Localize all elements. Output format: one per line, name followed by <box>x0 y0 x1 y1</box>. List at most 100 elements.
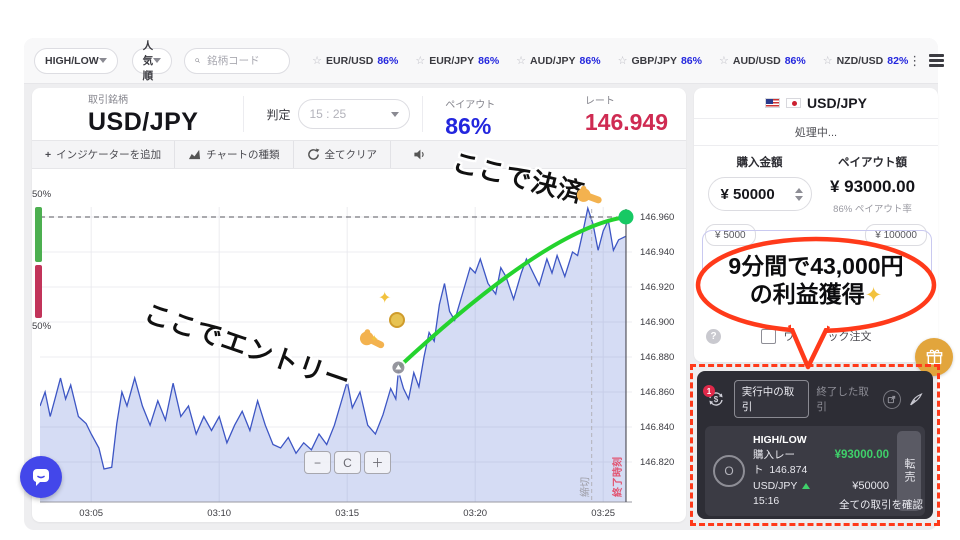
pair-item[interactable]: ☆ GBP/JPY 86% <box>617 54 702 68</box>
trades-header: 1 $ 実行中の取引 終了した取引 <box>697 371 933 424</box>
pair-payout: 86% <box>784 54 806 67</box>
svg-text:終了時刻: 終了時刻 <box>611 457 624 497</box>
chart-zoom-controls: − C ＋ <box>304 451 391 474</box>
step-up-icon[interactable] <box>794 187 803 193</box>
chat-bubble-icon <box>33 469 49 486</box>
chevron-down-icon <box>391 111 400 117</box>
sync-dollar-icon: $ <box>709 392 723 406</box>
star-icon[interactable]: ☆ <box>415 55 426 67</box>
one-click-checkbox[interactable] <box>760 328 776 344</box>
trade-count-badge: 1 <box>703 385 715 397</box>
star-icon[interactable]: ☆ <box>822 55 833 67</box>
pair-payout: 86% <box>377 54 399 67</box>
purchase-buttons-area[interactable] <box>702 230 932 294</box>
svg-text:$: $ <box>714 395 719 404</box>
order-form: 購入金額 ¥ 50000 ペイアウト額 ¥ 93000.00 86% ペイアウト… <box>694 146 938 294</box>
tab-finished-trades[interactable]: 終了した取引 <box>816 386 869 413</box>
payout-label: ペイアウト <box>445 100 496 111</box>
star-icon[interactable]: ☆ <box>312 55 323 67</box>
chat-button[interactable] <box>20 456 62 498</box>
search-input[interactable] <box>205 53 280 68</box>
trade-type-dropdown[interactable]: HIGH/LOW <box>34 47 118 74</box>
sound-toggle[interactable] <box>391 141 448 168</box>
chevron-down-icon <box>98 58 107 63</box>
pair-item[interactable]: ☆ NZD/USD 82% <box>822 54 909 68</box>
judge-block: 判定 15 : 25 <box>243 96 422 132</box>
svg-text:146.900: 146.900 <box>640 317 674 328</box>
svg-text:146.960: 146.960 <box>640 212 674 223</box>
svg-text:締切: 締切 <box>579 477 592 497</box>
trade-status-ring: O <box>713 455 745 488</box>
gift-icon <box>926 349 942 364</box>
sort-label: 人気順 <box>142 40 154 82</box>
pair-name: AUD/JPY <box>530 54 576 67</box>
refresh-icon <box>307 148 319 160</box>
pair-name: EUR/USD <box>326 54 374 67</box>
trades-sync[interactable]: 1 $ <box>703 385 727 409</box>
star-icon[interactable]: ☆ <box>617 55 628 67</box>
price-chart[interactable]: 締切 終了時刻 146.960 146.940 146.920 146.900 146.88… <box>40 187 688 522</box>
svg-text:146.840: 146.840 <box>640 422 674 433</box>
one-click-label: ワンクリック注文 <box>783 331 872 343</box>
view-all-trades-link[interactable]: 全ての取引を確認 <box>839 499 923 511</box>
judge-time-value: 15 : 25 <box>309 107 347 121</box>
svg-text:03:20: 03:20 <box>463 508 487 519</box>
tab-active-trades[interactable]: 実行中の取引 <box>733 380 810 418</box>
more-options-icon[interactable]: ⋮ <box>908 52 922 68</box>
payout-rate: 86% ペイアウト率 <box>833 204 912 215</box>
active-trades-panel: 1 $ 実行中の取引 終了した取引 <box>697 371 933 519</box>
add-indicator-label: インジケーターを追加 <box>56 149 162 161</box>
coin-icon <box>389 312 405 328</box>
plus-icon: + <box>45 148 52 161</box>
add-indicator-button[interactable]: + インジケーターを追加 <box>32 141 176 168</box>
judge-time-dropdown[interactable]: 15 : 25 <box>298 99 411 129</box>
help-icon[interactable]: ? <box>706 328 721 344</box>
gift-button[interactable] <box>915 338 953 376</box>
open-external-icon[interactable] <box>882 389 901 409</box>
trade-row[interactable]: O HIGH/LOW 購入レート 146.874 USD/JPY 15:16 ¥… <box>705 426 925 517</box>
chart-toolbar: + インジケーターを追加 チャートの種類 全てクリア <box>32 140 686 169</box>
speaker-icon <box>414 149 424 160</box>
chart-type-button[interactable]: チャートの種類 <box>175 141 294 168</box>
area-chart-icon <box>189 149 201 160</box>
pair-payout: 82% <box>887 54 909 67</box>
star-icon[interactable]: ☆ <box>516 55 527 67</box>
sort-dropdown[interactable]: 人気順 <box>131 40 173 82</box>
symbol-search[interactable] <box>184 47 291 74</box>
favorite-pairs-list: ☆ EUR/USD 86% ☆ EUR/JPY 86% ☆ AUD/JPY 86% ☆ GBP… <box>312 54 909 68</box>
pair-item[interactable]: ☆ AUD/JPY 86% <box>516 54 601 68</box>
svg-text:03:10: 03:10 <box>207 508 231 519</box>
resell-button[interactable]: 転売 <box>897 431 921 512</box>
menu-icon[interactable] <box>929 52 945 70</box>
up-arrow-icon <box>802 482 811 489</box>
pair-item[interactable]: ☆ EUR/USD 86% <box>312 54 399 68</box>
amount-input[interactable]: ¥ 50000 <box>707 177 812 211</box>
pair-item[interactable]: ☆ EUR/JPY 86% <box>415 54 500 68</box>
processing-status: 処理中... <box>694 119 938 146</box>
pair-payout: 86% <box>579 54 601 67</box>
trade-payout: ¥93000.00 <box>834 449 889 462</box>
zoom-out-button[interactable]: − <box>304 451 331 474</box>
trade-info: HIGH/LOW 購入レート 146.874 USD/JPY 15:16 <box>753 433 835 509</box>
step-down-icon[interactable] <box>794 195 803 201</box>
svg-text:146.920: 146.920 <box>640 282 674 293</box>
star-icon[interactable]: ☆ <box>718 55 729 67</box>
svg-text:03:25: 03:25 <box>591 508 615 519</box>
amount-stepper[interactable] <box>794 187 803 201</box>
clear-all-button[interactable]: 全てクリア <box>294 141 392 168</box>
payout-amount-value: ¥ 93000.00 <box>829 177 916 196</box>
svg-text:146.820: 146.820 <box>640 457 674 468</box>
zoom-reset-button[interactable]: C <box>334 451 361 474</box>
pair-item[interactable]: ☆ AUD/USD 86% <box>718 54 806 68</box>
instrument-label: 取引銘柄 <box>88 95 128 106</box>
quill-icon[interactable] <box>908 391 924 408</box>
search-icon <box>195 58 201 63</box>
pair-name: AUD/USD <box>732 54 781 67</box>
rate-value: 146.949 <box>584 109 669 135</box>
zoom-in-button[interactable]: ＋ <box>364 451 391 474</box>
topbar-actions: ⋮ <box>908 52 945 70</box>
pair-payout: 86% <box>478 54 500 67</box>
trades-highlight-border: 1 $ 実行中の取引 終了した取引 <box>690 364 940 526</box>
chart-area[interactable]: 締切 終了時刻 146.960 146.940 146.920 146.900 146.88… <box>32 169 686 523</box>
